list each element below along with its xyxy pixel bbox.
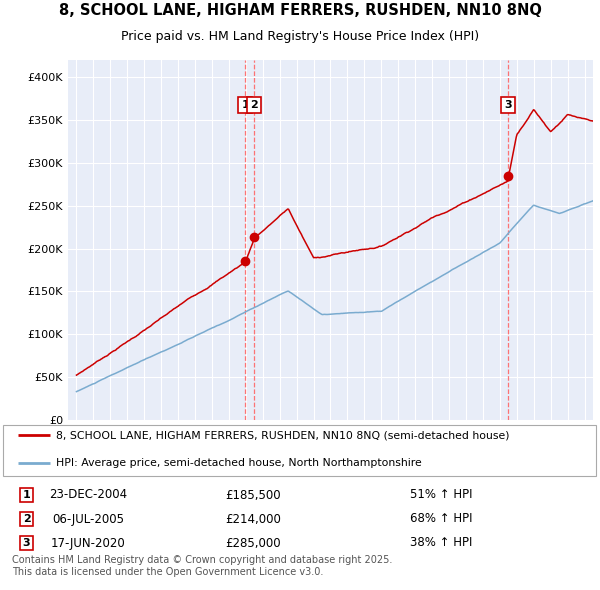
Text: 2: 2 xyxy=(251,100,259,110)
Text: 17-JUN-2020: 17-JUN-2020 xyxy=(51,536,125,549)
FancyBboxPatch shape xyxy=(3,425,596,476)
Text: 1: 1 xyxy=(23,490,31,500)
Text: 3: 3 xyxy=(504,100,511,110)
Text: 68% ↑ HPI: 68% ↑ HPI xyxy=(410,513,472,526)
Text: 8, SCHOOL LANE, HIGHAM FERRERS, RUSHDEN, NN10 8NQ (semi-detached house): 8, SCHOOL LANE, HIGHAM FERRERS, RUSHDEN,… xyxy=(56,430,509,440)
Text: 51% ↑ HPI: 51% ↑ HPI xyxy=(410,489,472,502)
Text: £285,000: £285,000 xyxy=(225,536,281,549)
Text: 38% ↑ HPI: 38% ↑ HPI xyxy=(410,536,472,549)
Text: £214,000: £214,000 xyxy=(225,513,281,526)
Text: 3: 3 xyxy=(23,538,31,548)
Text: Contains HM Land Registry data © Crown copyright and database right 2025.
This d: Contains HM Land Registry data © Crown c… xyxy=(12,555,392,576)
Text: 1: 1 xyxy=(242,100,250,110)
Text: Price paid vs. HM Land Registry's House Price Index (HPI): Price paid vs. HM Land Registry's House … xyxy=(121,30,479,43)
Text: 8, SCHOOL LANE, HIGHAM FERRERS, RUSHDEN, NN10 8NQ: 8, SCHOOL LANE, HIGHAM FERRERS, RUSHDEN,… xyxy=(59,3,541,18)
Text: 2: 2 xyxy=(23,514,31,524)
Text: 23-DEC-2004: 23-DEC-2004 xyxy=(49,489,127,502)
Text: HPI: Average price, semi-detached house, North Northamptonshire: HPI: Average price, semi-detached house,… xyxy=(56,458,422,468)
Text: £185,500: £185,500 xyxy=(225,489,281,502)
Text: 06-JUL-2005: 06-JUL-2005 xyxy=(52,513,124,526)
